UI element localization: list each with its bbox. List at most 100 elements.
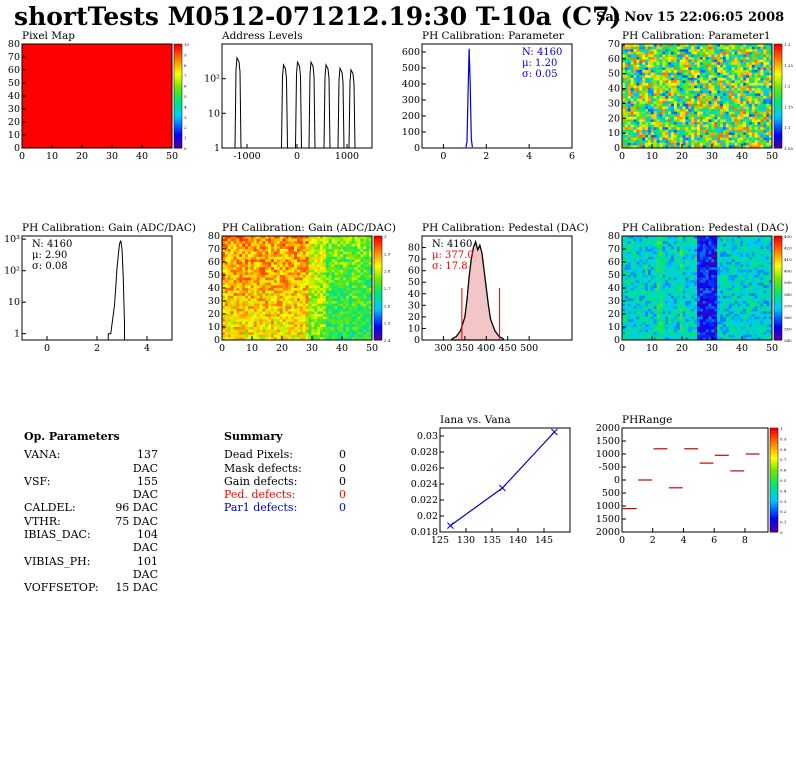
heatmap-cell <box>662 93 666 97</box>
heatmap-cell <box>245 280 249 284</box>
heatmap-cell <box>622 282 626 286</box>
heatmap-cell <box>291 272 295 276</box>
heatmap-cell <box>302 241 306 245</box>
heatmap-cell <box>668 132 672 136</box>
heatmap-cell <box>636 282 640 286</box>
heatmap-cell <box>624 96 629 99</box>
heatmap-cell <box>725 46 730 50</box>
heatmap-cell <box>728 116 732 120</box>
heatmap-cell <box>731 116 735 120</box>
hist-line <box>107 240 125 340</box>
heatmap-cell <box>737 49 741 53</box>
heatmap-cell <box>757 72 761 76</box>
heatmap-cell <box>685 57 689 60</box>
heatmap-cell <box>305 256 309 260</box>
heatmap-cell <box>682 132 686 136</box>
heatmap-cell <box>317 295 321 299</box>
heatmap-cell <box>276 251 280 255</box>
heatmap-cell <box>354 246 358 250</box>
heatmap-cell <box>360 259 364 263</box>
heatmap-cell <box>671 88 675 92</box>
heatmap-cell <box>291 285 295 289</box>
heatmap-cell <box>259 282 263 286</box>
heatmap-cell <box>239 249 243 252</box>
heatmap-cell <box>633 280 637 284</box>
heatmap-cell <box>688 49 692 53</box>
heatmap-cell <box>647 49 652 53</box>
heatmap-cell <box>308 290 312 294</box>
heatmap-cell <box>697 140 701 144</box>
heatmap-cell <box>627 111 631 115</box>
heatmap-cell <box>268 267 272 271</box>
heatmap-cell <box>282 316 286 320</box>
heatmap-cell <box>682 51 686 55</box>
heatmap-cell <box>308 264 312 268</box>
heatmap-cell <box>717 93 721 97</box>
heatmap-cell <box>262 275 266 278</box>
heatmap-cell <box>740 103 744 107</box>
heatmap-cell <box>673 103 678 107</box>
heatmap-cell <box>636 277 640 281</box>
heatmap-cell <box>311 254 315 258</box>
heatmap-cell <box>325 311 330 315</box>
heatmap-cell <box>282 298 286 302</box>
heatmap-cell <box>627 306 631 310</box>
heatmap-cell <box>722 106 727 110</box>
heatmap-cell <box>699 85 704 89</box>
heatmap-cell <box>259 236 263 239</box>
heatmap-cell <box>659 119 663 123</box>
heatmap-cell <box>766 109 770 112</box>
heatmap-cell <box>754 98 758 102</box>
heatmap-cell <box>276 254 280 258</box>
heatmap-cell <box>642 145 646 149</box>
heatmap-cell <box>334 267 338 271</box>
heatmap-cell <box>348 293 353 297</box>
heatmap-cell <box>763 75 767 79</box>
heatmap-cell <box>288 298 292 302</box>
heatmap-cell <box>656 114 660 118</box>
heatmap-cell <box>325 269 330 273</box>
heatmap-cell <box>311 246 315 250</box>
heatmap-cell <box>746 83 750 86</box>
heatmap-cell <box>691 124 695 128</box>
heatmap-cell <box>662 132 666 136</box>
palette-label: 2.6 <box>384 303 391 308</box>
heatmap-cell <box>760 44 764 47</box>
heatmap-cell <box>302 337 306 341</box>
heatmap-cell <box>276 334 280 338</box>
heatmap-cell <box>334 280 338 284</box>
heatmap-cell <box>247 288 252 291</box>
heatmap-cell <box>328 256 332 260</box>
heatmap-cell <box>630 321 634 325</box>
heatmap-cell <box>268 327 272 330</box>
heatmap-cell <box>348 243 353 247</box>
heatmap-cell <box>697 122 701 125</box>
heatmap-cell <box>636 119 640 123</box>
peak-bar <box>337 66 345 149</box>
palette-cell <box>174 64 182 68</box>
heatmap-cell <box>685 106 689 110</box>
heatmap-cell <box>622 269 626 273</box>
heatmap-cell <box>273 334 278 338</box>
heatmap-cell <box>247 308 252 312</box>
heatmap-cell <box>354 290 358 294</box>
heatmap-cell <box>694 70 698 73</box>
heatmap-cell <box>357 288 361 291</box>
heatmap-cell <box>754 67 758 71</box>
palette-cell <box>774 96 782 100</box>
heatmap-cell <box>639 116 643 120</box>
heatmap-cell <box>273 264 278 268</box>
heatmap-cell <box>320 321 324 325</box>
heatmap-cell <box>354 269 358 273</box>
heatmap-cell <box>694 114 698 118</box>
heatmap-cell <box>760 132 764 136</box>
heatmap-cell <box>245 282 249 286</box>
heatmap-cell <box>636 85 640 89</box>
heatmap-cell <box>250 316 255 320</box>
heatmap-cell <box>233 332 237 336</box>
heatmap-cell <box>297 272 301 276</box>
heatmap-cell <box>740 98 744 102</box>
heatmap-cell <box>253 332 257 336</box>
heatmap-cell <box>331 238 335 242</box>
heatmap-cell <box>224 288 229 291</box>
